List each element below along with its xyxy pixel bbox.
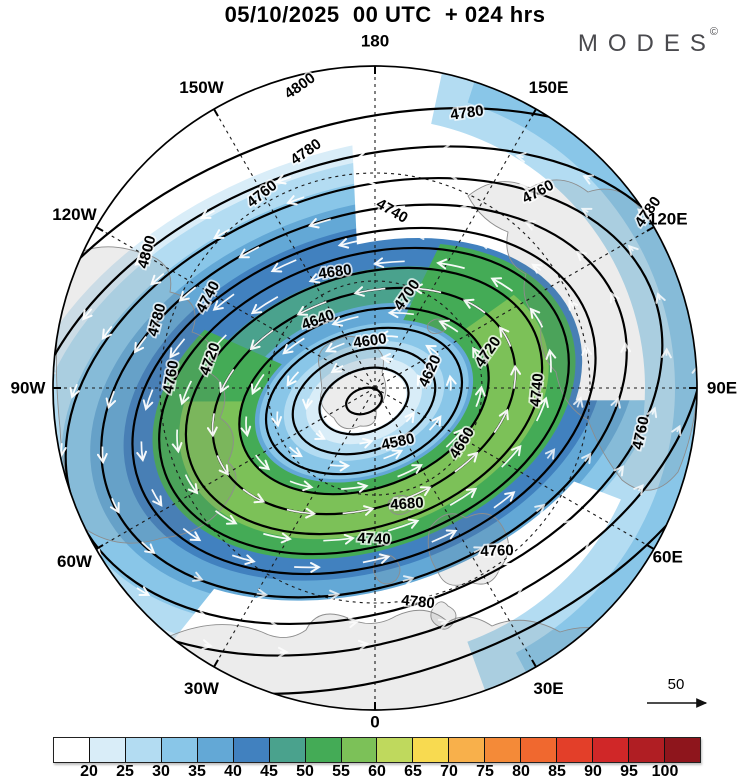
reference-arrow: 50	[647, 676, 708, 708]
colorbar-tick-label: 80	[512, 763, 530, 780]
longitude-label: 0	[370, 713, 379, 732]
longitude-label: 150E	[529, 78, 569, 97]
colorbar-tick-label: 90	[584, 763, 602, 780]
colorbar-cell	[664, 738, 700, 762]
colorbar-cell	[54, 738, 90, 762]
colorbar-tick-label: 60	[368, 763, 386, 780]
longitude-label: 150W	[179, 78, 224, 97]
colorbar-tick-label: 85	[548, 763, 566, 780]
longitude-label: 90E	[707, 379, 737, 398]
colorbar-tick-label: 40	[224, 763, 242, 780]
colorbar-cell	[557, 738, 594, 762]
chart-title: 05/10/2025 00 UTC + 024 hrs	[224, 2, 546, 27]
colorbar-cell	[593, 738, 629, 762]
colorbar-cell	[89, 738, 126, 762]
colorbar-tick-label: 100	[651, 763, 679, 780]
longitude-label: 120W	[52, 205, 97, 224]
copyright-icon: ©	[709, 26, 718, 38]
colorbar-cell	[233, 738, 270, 762]
colorbar-cell	[341, 738, 378, 762]
colorbar-cell	[413, 738, 450, 762]
colorbar-cell	[161, 738, 198, 762]
colorbar-tick-label: 50	[296, 763, 314, 780]
longitude-label: 60E	[653, 548, 683, 567]
longitude-label: 60W	[57, 552, 93, 571]
longitude-label: 120E	[648, 210, 688, 229]
colorbar-cell	[197, 738, 234, 762]
jet-core-55	[179, 294, 549, 540]
colorbar-tick-label: 95	[620, 763, 638, 780]
colorbar	[53, 737, 701, 763]
colorbar-cell	[485, 738, 522, 762]
colorbar-tick-label: 25	[116, 763, 134, 780]
colorbar-cell	[125, 738, 162, 762]
colorbar-tick-label: 30	[152, 763, 170, 780]
colorbar-cell	[305, 738, 342, 762]
colorbar-tick-label: 70	[440, 763, 458, 780]
colorbar-cell	[377, 738, 414, 762]
colorbar-tick-label: 75	[476, 763, 494, 780]
wind-arrows	[53, 144, 697, 658]
longitude-label: 90W	[11, 379, 47, 398]
contour-label: 4740	[527, 373, 547, 408]
colorbar-cell	[449, 738, 486, 762]
colorbar-tick-label: 55	[332, 763, 350, 780]
longitude-label: 30W	[184, 679, 220, 698]
colorbar-cell	[269, 738, 306, 762]
colorbar-cell	[521, 738, 558, 762]
contour-label: 4680	[390, 494, 424, 513]
colorbar-cell	[629, 738, 665, 762]
longitude-label: 180	[361, 32, 389, 51]
modes-logo-text: MODES	[577, 30, 716, 57]
reference-arrow-label: 50	[668, 676, 685, 693]
contour-label: 4760	[480, 542, 514, 560]
colorbar-tick-label: 65	[404, 763, 422, 780]
modes-logo: MODES©	[577, 26, 724, 58]
colorbar-tick-label: 45	[260, 763, 278, 780]
colorbar-tick-labels: 20 25 30 35 40 45 50 55 60 65 70 75 80 85 90 95 100	[53, 763, 701, 782]
colorbar-tick-label: 20	[80, 763, 98, 780]
longitude-labels: 180 150E 120E 90E 60E 30E 0 30W 60W 90W 120W 150W	[11, 32, 738, 732]
colorbar-tick-label: 35	[188, 763, 206, 780]
contour-label: 4780	[401, 592, 436, 612]
contour-label: 4740	[357, 530, 391, 548]
longitude-label: 30E	[533, 679, 563, 698]
